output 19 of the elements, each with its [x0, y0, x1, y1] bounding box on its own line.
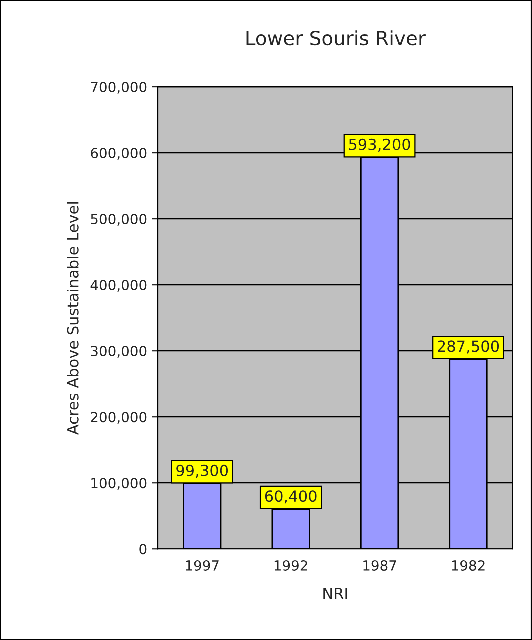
y-tick-label: 300,000 [91, 346, 147, 358]
y-tick-label: 400,000 [90, 280, 147, 292]
data-label: 99,300 [176, 464, 228, 478]
y-tick-label: 500,000 [91, 214, 147, 226]
y-axis-title: Acres Above Sustainable Level [67, 202, 79, 435]
x-tick-label: 1997 [186, 560, 219, 571]
x-axis-title: NRI [324, 588, 348, 600]
data-label: 287,500 [438, 340, 500, 354]
data-label: 60,400 [265, 490, 317, 504]
x-tick-label: 1982 [452, 560, 485, 571]
y-tick-label: 0 [140, 544, 147, 555]
x-tick-label: 1987 [364, 560, 396, 571]
chart-title: Lower Souris River [246, 30, 426, 46]
data-label: 593,200 [349, 138, 410, 152]
y-tick-label: 600,000 [91, 148, 147, 160]
y-tick-label: 100,000 [92, 478, 147, 490]
x-tick-label: 1992 [274, 560, 308, 571]
y-tick-label: 200,000 [91, 412, 147, 424]
y-tick-label: 700,000 [91, 82, 147, 94]
